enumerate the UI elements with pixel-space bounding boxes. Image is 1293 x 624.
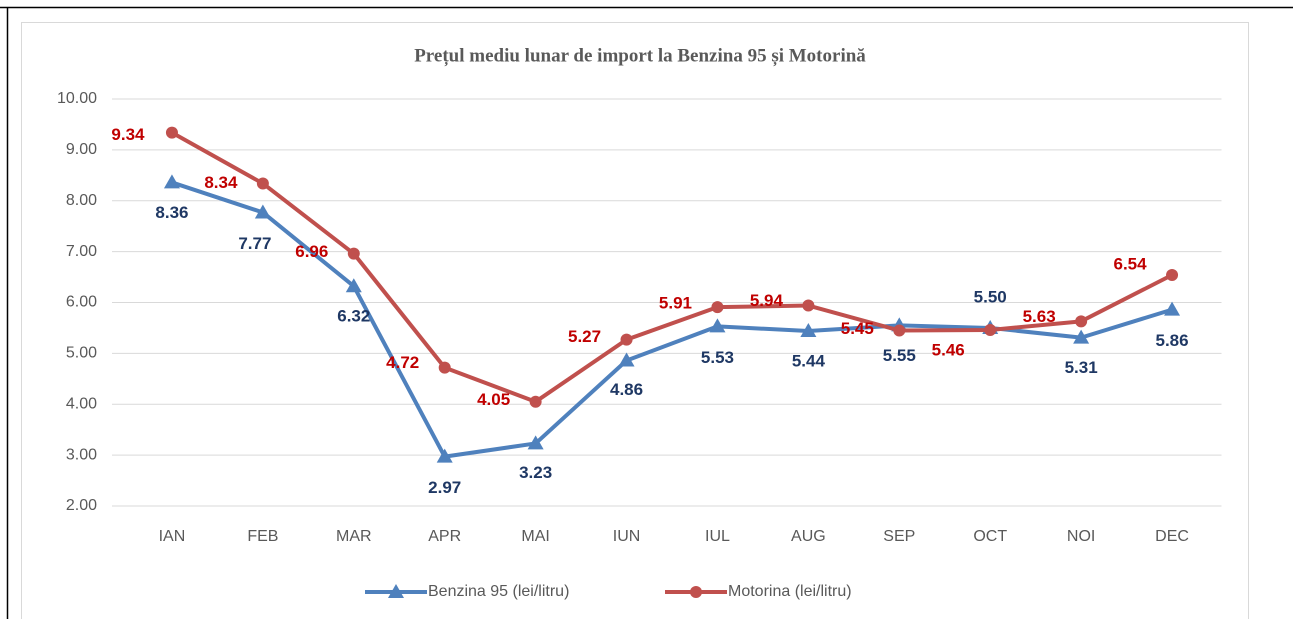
marker [709,318,726,333]
legend-label: Benzina 95 (lei/litru) [428,583,569,600]
data-label: 9.34 [111,125,145,144]
y-tick-label: 5.00 [66,345,97,362]
marker [163,174,180,189]
marker [618,352,635,367]
marker [800,322,817,337]
data-label: 4.05 [477,390,510,409]
data-label: 2.97 [428,478,461,497]
data-label: 5.46 [932,340,965,359]
y-tick-label: 6.00 [66,294,97,311]
y-tick-label: 7.00 [66,243,97,260]
y-tick-label: 4.00 [66,395,97,412]
data-label: 8.36 [155,203,188,222]
chart-frame [21,22,1249,623]
marker [529,395,542,408]
marker [1166,269,1179,282]
legend-label: Motorina (lei/litru) [728,583,852,600]
marker [527,435,544,450]
data-label: 5.53 [701,348,734,367]
data-label: 4.72 [386,353,419,372]
data-label: 3.23 [519,463,552,482]
x-tick-label: APR [428,528,461,545]
data-label: 6.32 [337,307,370,326]
x-tick-label: DEC [1155,528,1189,545]
data-label: 5.31 [1065,358,1098,377]
x-tick-label: AUG [791,528,826,545]
marker [620,333,633,346]
marker [436,448,453,463]
y-tick-label: 3.00 [66,446,97,463]
marker [347,247,360,260]
y-tick-label: 2.00 [66,497,97,514]
marker [165,126,178,139]
x-tick-label: MAR [336,528,372,545]
x-tick-label: IUN [613,528,641,545]
marker [1075,315,1088,328]
marker [711,301,724,314]
x-tick-label: SEP [883,528,915,545]
data-label: 5.44 [792,351,826,370]
x-tick-label: OCT [973,528,1007,545]
x-tick-label: IUL [705,528,730,545]
marker [256,177,269,190]
marker [802,299,815,312]
y-tick-label: 8.00 [66,192,97,209]
y-tick-label: 9.00 [66,141,97,158]
legend-marker [388,584,404,598]
marker [438,361,451,374]
marker [984,323,997,336]
x-tick-label: NOI [1067,528,1095,545]
marker [893,324,906,337]
data-label: 5.86 [1155,331,1188,350]
series-line [170,130,1173,404]
marker [254,204,271,219]
legend-marker [690,586,702,598]
x-tick-label: IAN [159,528,186,545]
y-tick-label: 10.00 [57,90,97,107]
x-tick-label: MAI [521,528,549,545]
marker [345,278,362,293]
x-tick-label: FEB [247,528,278,545]
data-label: 6.54 [1113,255,1147,274]
data-label: 4.86 [610,380,643,399]
marker [1073,329,1090,344]
data-label: 5.50 [974,287,1007,306]
data-label: 7.77 [238,234,271,253]
data-label: 5.94 [750,291,784,310]
data-label: 5.45 [841,319,874,338]
data-label: 5.27 [568,327,601,346]
chart-title: Prețul mediu lunar de import la Benzina … [414,45,866,66]
data-label: 5.63 [1023,307,1056,326]
data-label: 5.55 [883,346,916,365]
data-label: 6.96 [295,242,328,261]
data-label: 8.34 [204,173,238,192]
marker [1164,301,1181,316]
data-label: 5.91 [659,294,692,313]
